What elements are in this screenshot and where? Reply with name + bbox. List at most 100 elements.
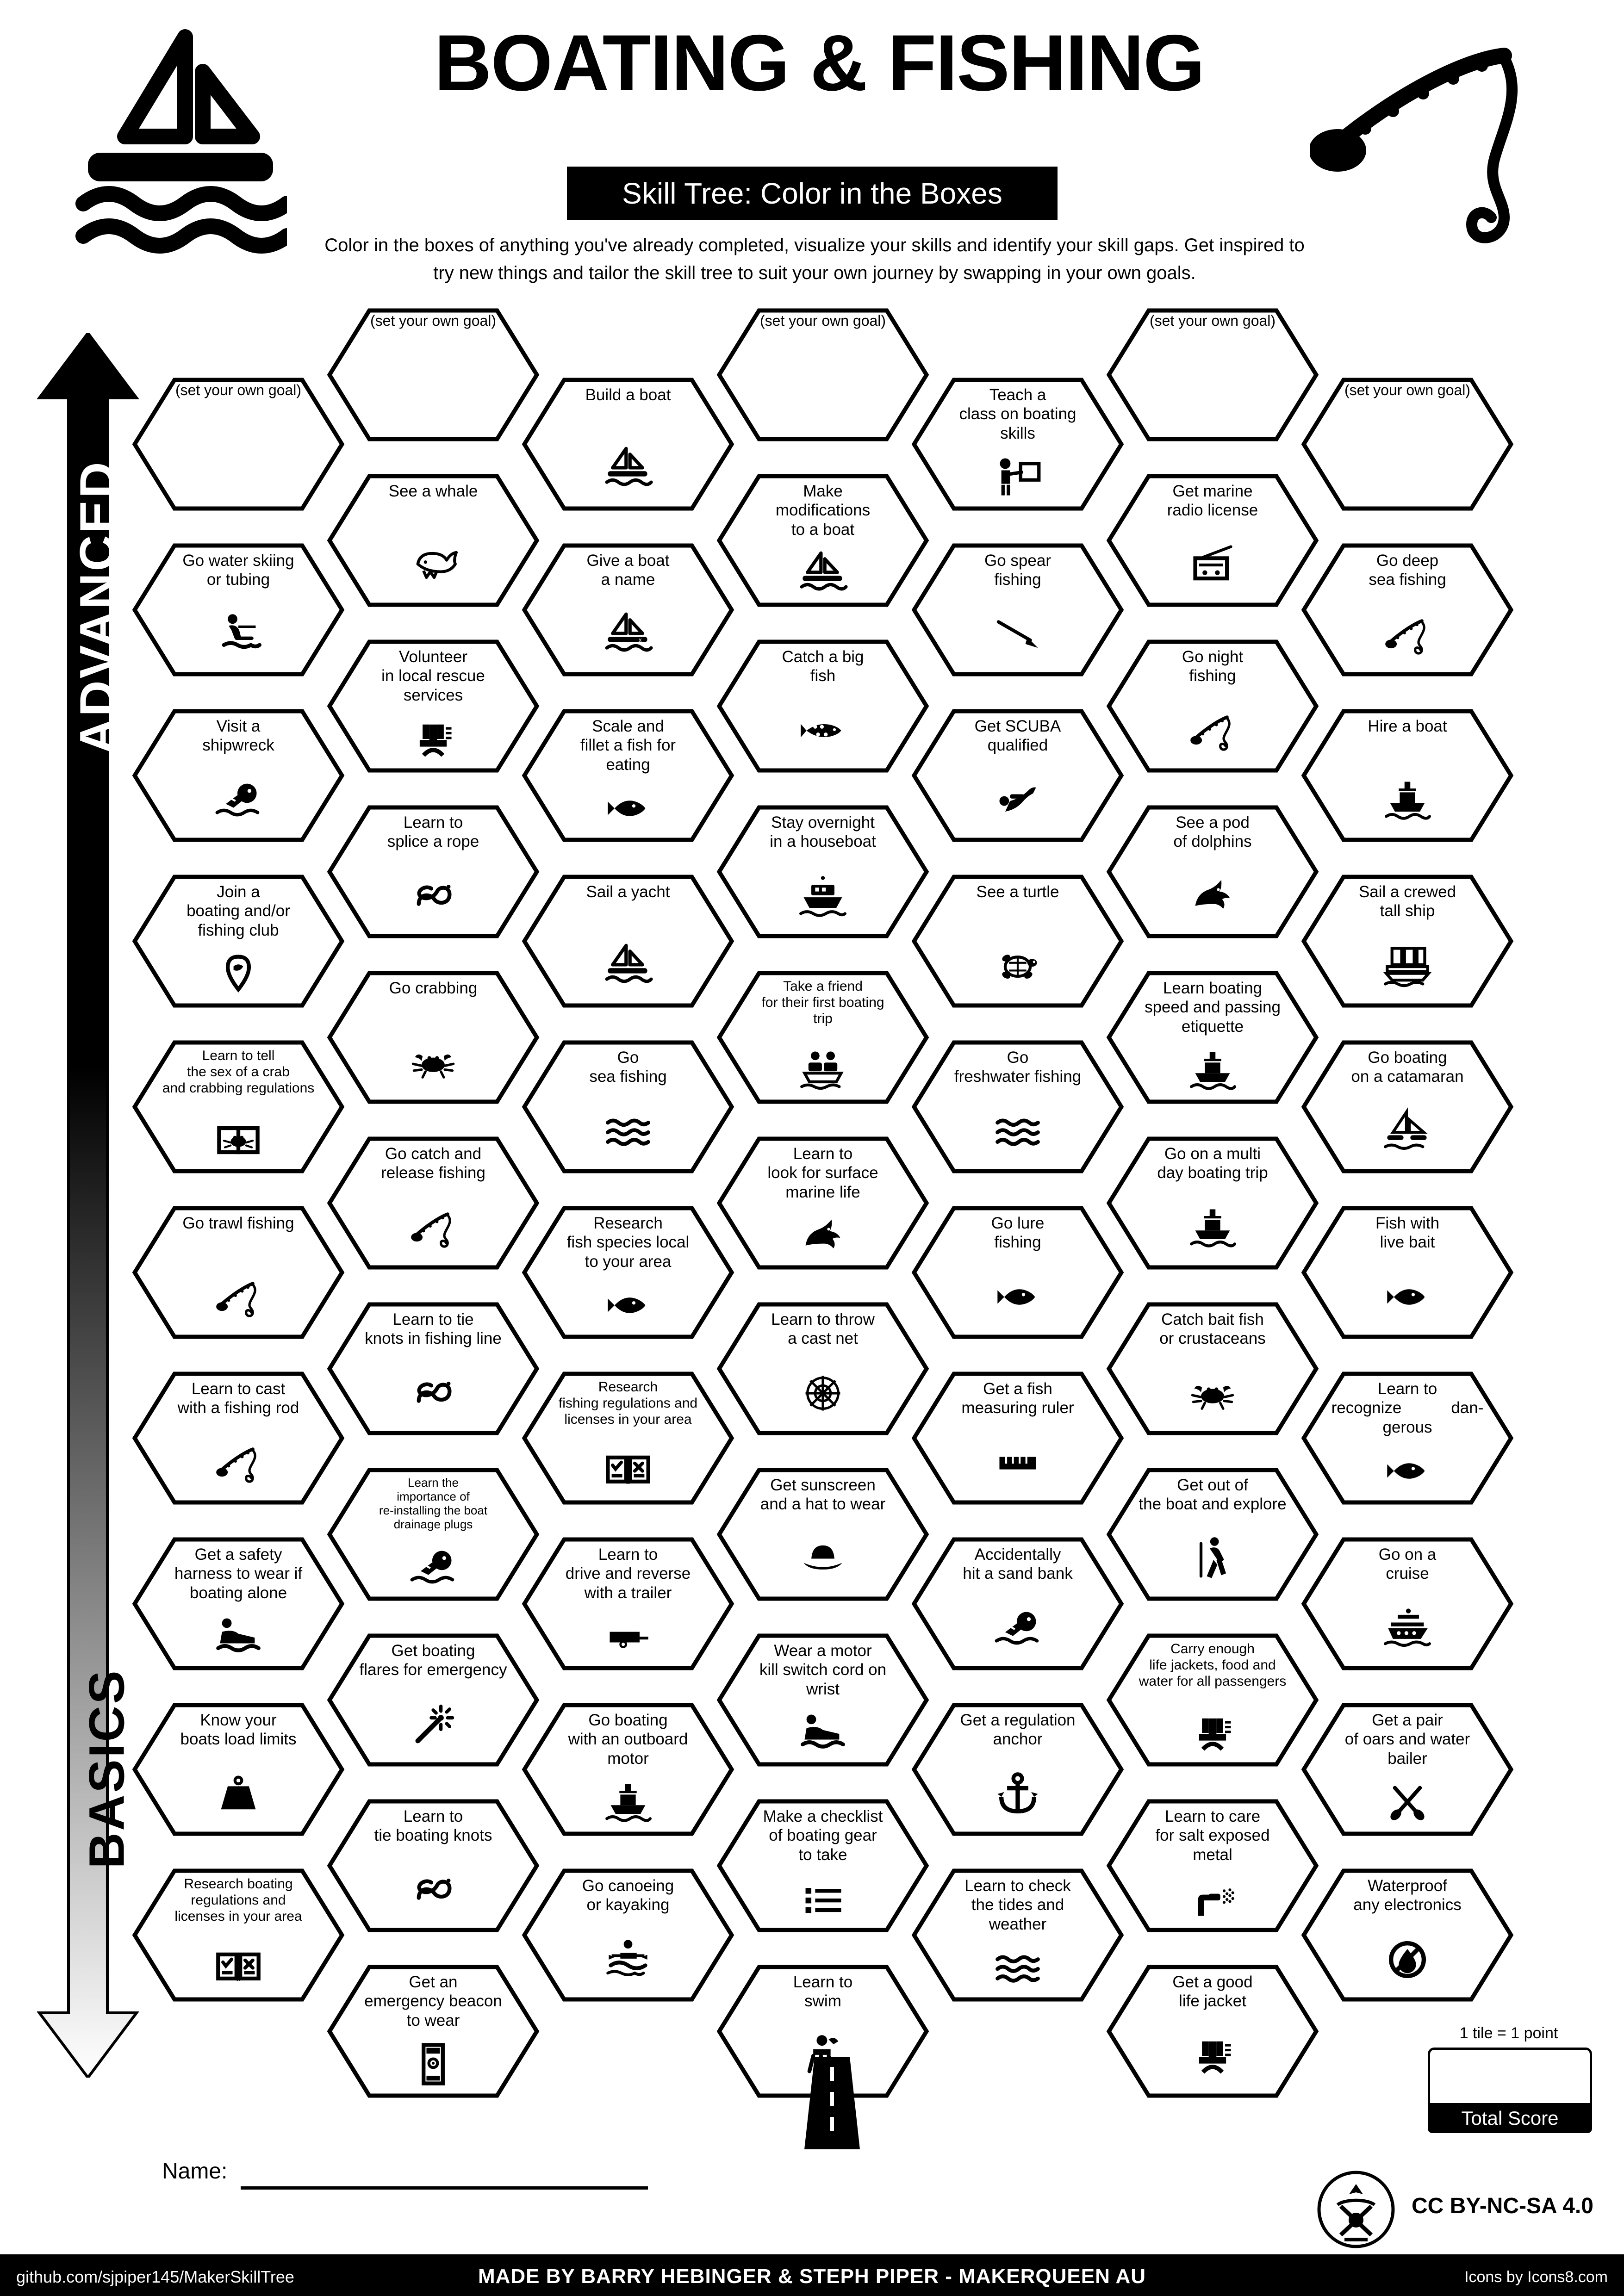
skill-tile[interactable]: Learn to tie boating knots <box>327 1799 540 1933</box>
skill-tile[interactable]: Research boating regulations and licenses … <box>132 1868 345 2002</box>
skill-tile[interactable]: Learn to drive and reverse with a trailer <box>522 1537 734 1671</box>
skill-tile[interactable]: Learn to look for surface marine life <box>716 1136 929 1270</box>
skill-tile[interactable]: Learn to tell the sex of a crab and crabbi… <box>132 1040 345 1174</box>
person-on-board-icon <box>716 1709 929 1757</box>
skill-tile[interactable]: Go canoeing or kayaking <box>522 1868 734 2002</box>
difficulty-axis-arrow: ADVANCED BASICS <box>37 331 139 2080</box>
skill-tile[interactable]: Get marine radio license <box>1106 473 1319 608</box>
fishing-rod-logo-icon <box>1309 42 1532 287</box>
skill-tile[interactable]: Go on a cruise <box>1301 1537 1514 1671</box>
skill-tile[interactable]: Carry enough life jackets, food and water … <box>1106 1633 1319 1767</box>
skill-tile[interactable]: Join a boating and/or fishing club <box>132 874 345 1008</box>
skill-tile-label: Go on a multi day boating trip <box>1157 1145 1268 1182</box>
skill-tile[interactable]: Get a regulation anchor <box>911 1702 1124 1837</box>
skill-tile[interactable]: Research fishing regulations and licenses … <box>522 1371 734 1505</box>
skill-tile[interactable]: Go crabbing <box>327 970 540 1105</box>
skill-tile[interactable]: Catch a big fish <box>716 639 929 773</box>
skill-tile[interactable]: Learn to recognize dan-gerous <box>1301 1371 1514 1505</box>
skill-tile[interactable]: Take a friend for their first boating trip <box>716 970 929 1105</box>
skill-tile[interactable]: Wear a motor kill switch cord on wrist <box>716 1633 929 1767</box>
skill-tile[interactable]: Go deep sea fishing <box>1301 543 1514 677</box>
skill-tile[interactable]: Get a pair of oars and water bailer <box>1301 1702 1514 1837</box>
skill-tile[interactable]: Learn boating speed and passing etiquette <box>1106 970 1319 1105</box>
knot-icon <box>327 1369 540 1417</box>
skill-tile[interactable]: Go freshwater fishing <box>911 1040 1124 1174</box>
skill-tile[interactable]: Hire a boat <box>1301 708 1514 843</box>
life-jacket-icon <box>1106 1709 1319 1757</box>
skill-tile[interactable]: Learn to swim <box>716 1964 929 2098</box>
skill-tile[interactable]: Learn to cast with a fishing rod <box>132 1371 345 1505</box>
footer-github-link[interactable]: github.com/sjpiper145/MakerSkillTree <box>16 2267 294 2286</box>
skill-tile[interactable]: Go trawl fishing <box>132 1205 345 1340</box>
skill-tile[interactable]: Build a boat <box>522 377 734 511</box>
skill-tile[interactable]: Learn the importance of re-installing the … <box>327 1467 540 1601</box>
skill-tile[interactable]: Get sunscreen and a hat to wear <box>716 1467 929 1601</box>
skill-tile[interactable]: See a pod of dolphins <box>1106 805 1319 939</box>
skill-tile[interactable]: Get a safety harness to wear if boating al… <box>132 1537 345 1671</box>
skill-tile[interactable]: Get an emergency beacon to wear <box>327 1964 540 2098</box>
skill-tile-label: Research boating regulations and licenses … <box>174 1876 302 1924</box>
skill-tile[interactable]: Get a fish measuring ruler <box>911 1371 1124 1505</box>
catamaran-icon <box>1301 1107 1514 1155</box>
skill-tile[interactable]: Make modifications to a boat <box>716 473 929 608</box>
skill-tile[interactable]: Teach a class on boating skills <box>911 377 1124 511</box>
skill-tile-label: Get a good life jacket <box>1172 1973 1253 2011</box>
skill-tile-label: Go night fishing <box>1182 648 1244 685</box>
skill-tile[interactable]: Know your boats load limits <box>132 1702 345 1837</box>
skill-tile[interactable]: Sail a crewed tall ship <box>1301 874 1514 1008</box>
skill-tile[interactable]: Go lure fishing <box>911 1205 1124 1340</box>
skill-tile[interactable]: Learn to check the tides and weather <box>911 1868 1124 2002</box>
name-input-line[interactable] <box>241 2186 648 2190</box>
two-people-boat-icon <box>716 1046 929 1094</box>
skill-tile-label: Learn to tell the sex of a crab and crabbi… <box>162 1048 315 1096</box>
skill-tile[interactable]: Get a good life jacket <box>1106 1964 1319 2098</box>
skill-tile[interactable]: (set your own goal) <box>327 308 540 442</box>
skill-tile[interactable]: Give a boat a name x <box>522 543 734 677</box>
skill-tile[interactable]: Accidentally hit a sand bank <box>911 1537 1124 1671</box>
skill-tile[interactable]: (set your own goal) <box>1301 377 1514 511</box>
skill-tile-label: Take a friend for their first boating trip <box>761 979 884 1026</box>
dolphin-icon <box>716 1212 929 1260</box>
skill-tile-label: Get boating flares for emergency <box>359 1642 507 1679</box>
skill-tile[interactable]: Go water skiing or tubing <box>132 543 345 677</box>
skill-tile[interactable]: Catch bait fish or crustaceans <box>1106 1302 1319 1436</box>
skill-tile[interactable]: Scale and fillet a fish for eating <box>522 708 734 843</box>
skill-tile[interactable]: (set your own goal) <box>132 377 345 511</box>
skill-tile[interactable]: Volunteer in local rescue services <box>327 639 540 773</box>
skill-tile[interactable]: Make a checklist of boating gear to take <box>716 1799 929 1933</box>
skill-tile[interactable]: Fish with live bait <box>1301 1205 1514 1340</box>
location-pin-icon <box>132 950 345 998</box>
ruler-icon <box>911 1439 1124 1487</box>
skill-tile[interactable]: Stay overnight in a houseboat <box>716 805 929 939</box>
open-book-icon <box>132 1944 345 1992</box>
footer-icons-credit[interactable]: Icons by Icons8.com <box>1464 2268 1608 2286</box>
skill-tile[interactable]: Go on a multi day boating trip <box>1106 1136 1319 1270</box>
skill-tile[interactable]: Go boating on a catamaran <box>1301 1040 1514 1174</box>
skill-tile-label: Catch a big fish <box>782 648 864 685</box>
skill-tile[interactable]: Go boating with an outboard motor <box>522 1702 734 1837</box>
skill-tile[interactable]: Learn to care for salt exposed metal <box>1106 1799 1319 1933</box>
skill-tile[interactable]: Go sea fishing <box>522 1040 734 1174</box>
open-book-icon <box>522 1447 734 1495</box>
skill-tile[interactable]: (set your own goal) <box>1106 308 1319 442</box>
motorboat-icon <box>1106 1046 1319 1094</box>
skill-tile[interactable]: Go night fishing <box>1106 639 1319 773</box>
skill-tile[interactable]: Get SCUBA qualified <box>911 708 1124 843</box>
skill-tile[interactable]: Research fish species local to your area <box>522 1205 734 1340</box>
skill-tile[interactable]: Waterproof any electronics <box>1301 1868 1514 2002</box>
skill-tile-label: See a whale <box>388 482 478 500</box>
skill-tile[interactable]: Go spear fishing <box>911 543 1124 677</box>
skill-tile[interactable]: See a turtle <box>911 874 1124 1008</box>
skill-tile[interactable]: Learn to tie knots in fishing line <box>327 1302 540 1436</box>
skill-tile[interactable]: Learn to splice a rope <box>327 805 540 939</box>
skill-tile[interactable]: Visit a shipwreck <box>132 708 345 843</box>
skill-tile[interactable]: Get boating flares for emergency <box>327 1633 540 1767</box>
skill-tile[interactable]: Learn to throw a cast net <box>716 1302 929 1436</box>
skill-tile[interactable]: Go catch and release fishing <box>327 1136 540 1270</box>
skill-tile[interactable]: Get out of the boat and explore <box>1106 1467 1319 1601</box>
skill-tile[interactable]: Sail a yacht <box>522 874 734 1008</box>
skill-tile[interactable]: (set your own goal) <box>716 308 929 442</box>
scuba-diver-icon <box>911 776 1124 824</box>
skill-tile-label: Learn the importance of re-installing the … <box>379 1476 488 1532</box>
skill-tile[interactable]: See a whale <box>327 473 540 608</box>
